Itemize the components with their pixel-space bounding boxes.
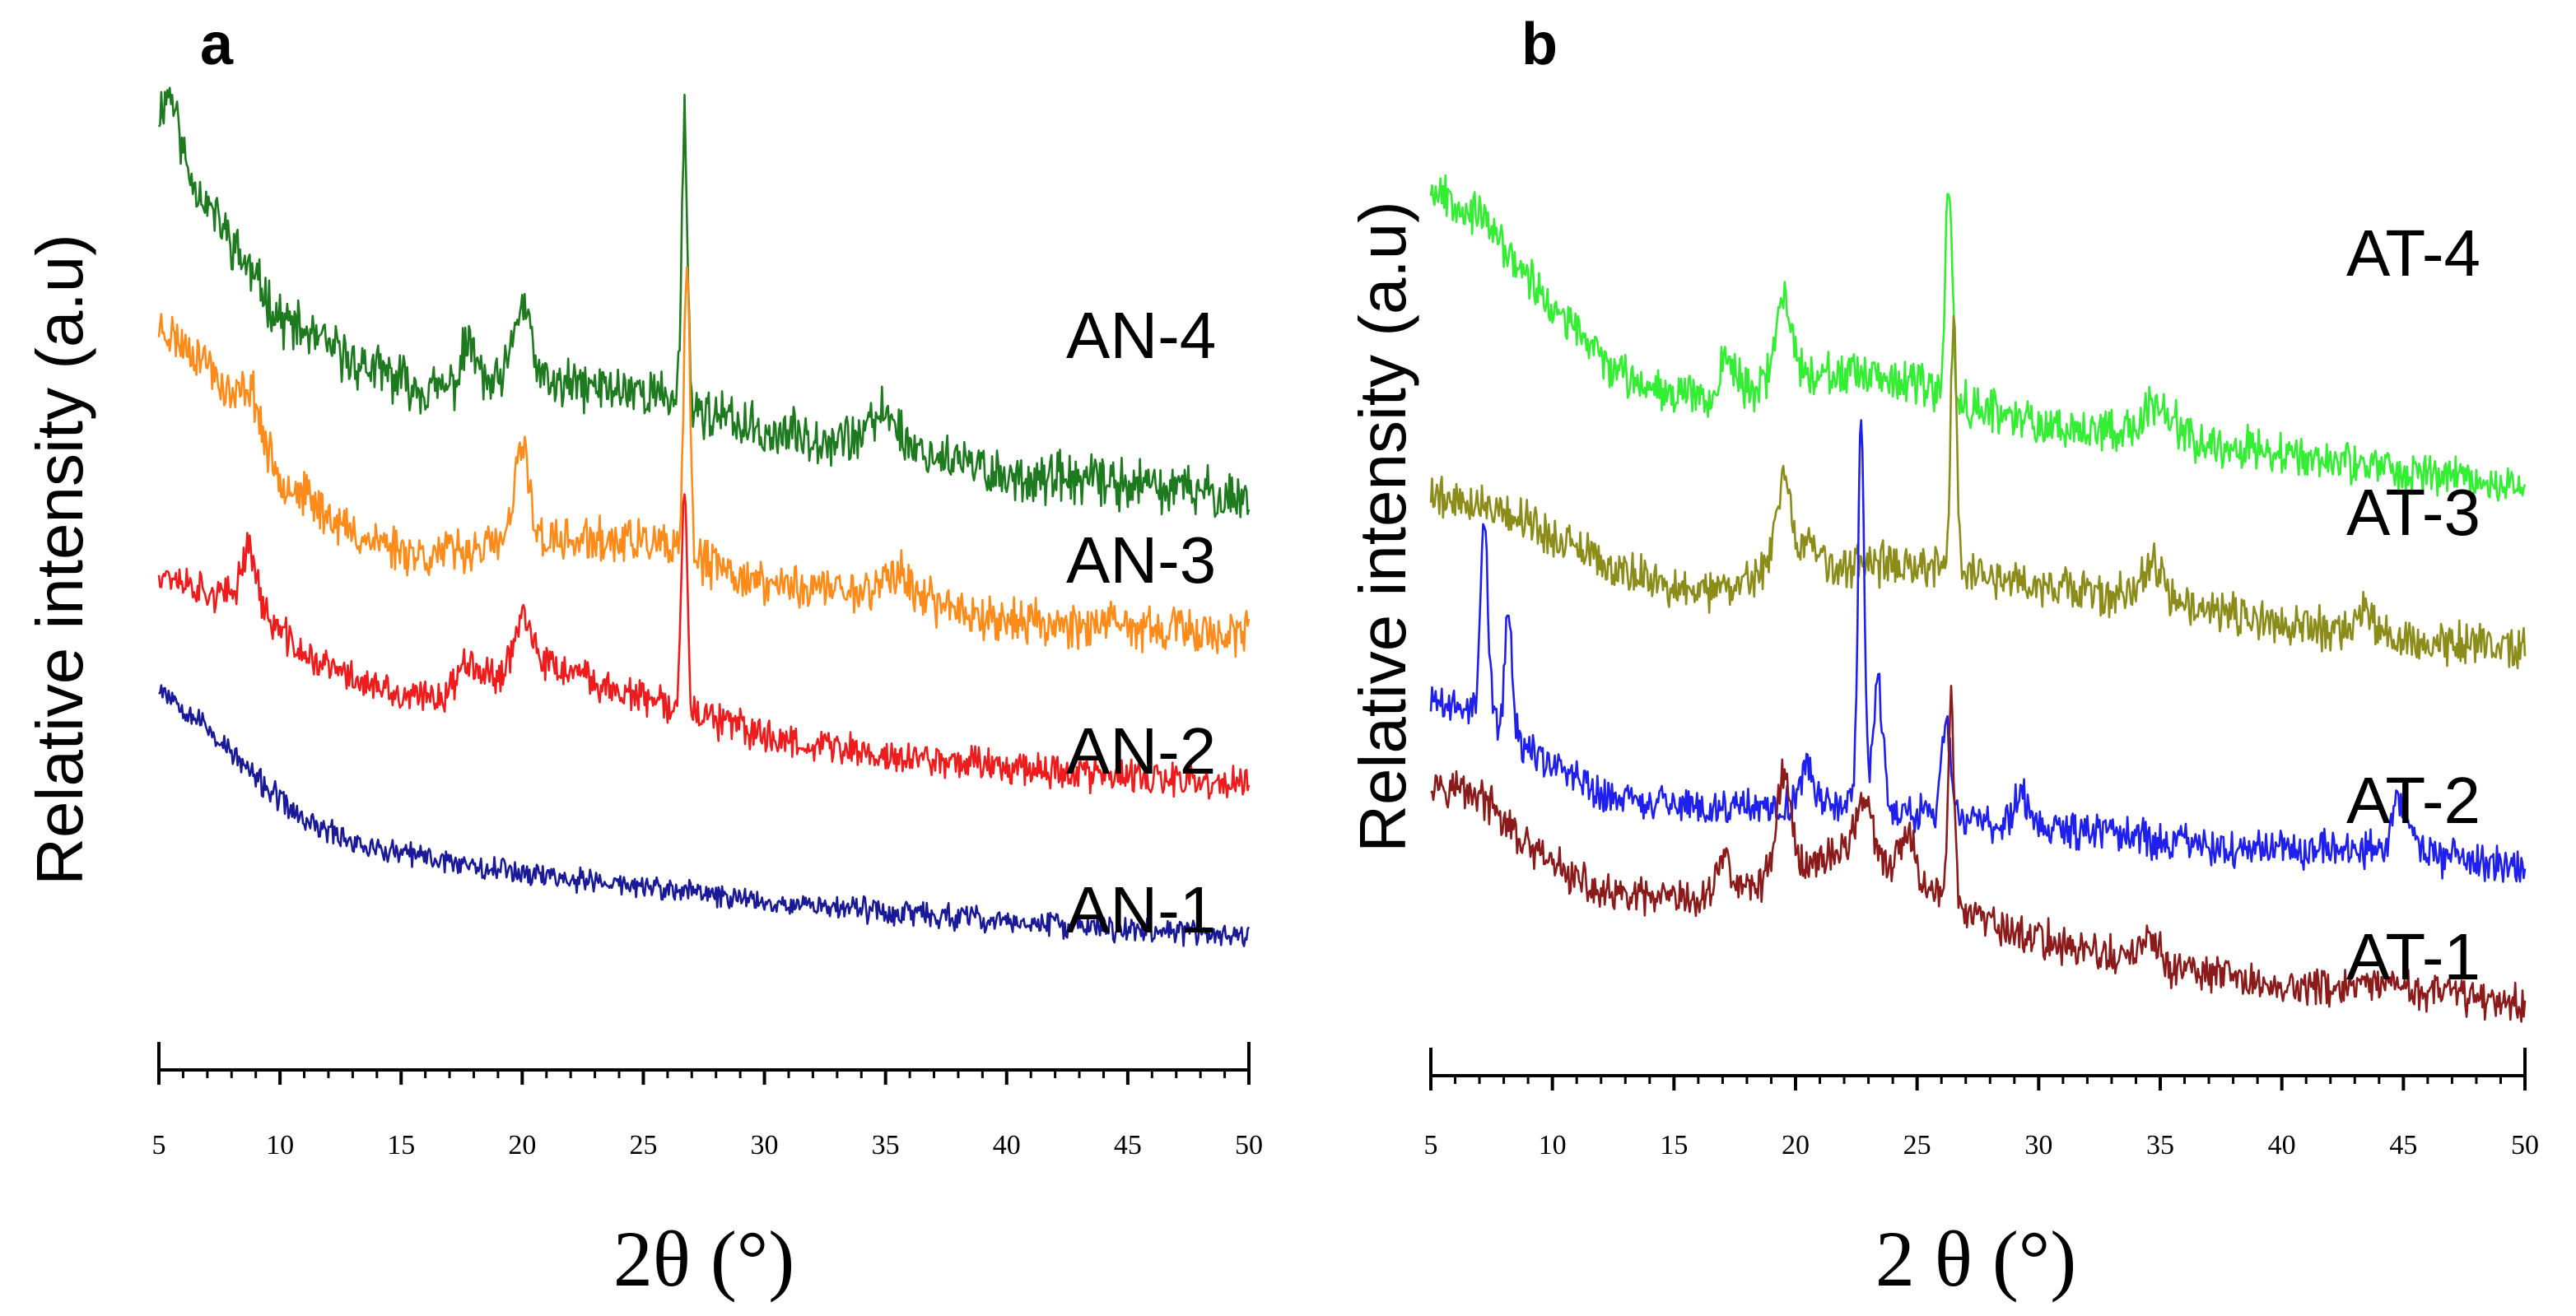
x-tick-label: 30 <box>2024 1130 2052 1160</box>
panel-b-traces <box>1429 174 2527 1023</box>
trace-at-1 <box>1430 685 2527 1023</box>
trace-at-3 <box>1429 314 2527 670</box>
panel-a-y-axis-label: Relative intensity (a.u) <box>23 234 96 885</box>
x-tick-label: 50 <box>2511 1130 2539 1160</box>
x-tick-label: 40 <box>2268 1130 2296 1160</box>
panel-b-y-axis-label: Relative intensity (a.u) <box>1346 201 1419 852</box>
series-label-at-2: AT-2 <box>2346 764 2481 837</box>
x-tick-label: 30 <box>751 1130 779 1160</box>
panel-a-x-axis: 5 10 15 20 25 30 35 40 45 50 <box>152 1042 1263 1160</box>
x-tick-label: 45 <box>1114 1130 1142 1160</box>
panel-b-letter: b <box>1521 12 1558 77</box>
panel-a-letter: a <box>200 12 234 77</box>
panel-a-traces <box>157 86 1251 947</box>
x-tick-label: 50 <box>1235 1130 1263 1160</box>
trace-an-2 <box>157 493 1251 800</box>
panel-b: b Relative intensity (a.u) 2 θ (°) 5 10 15… <box>1346 12 2539 1303</box>
trace-an-1 <box>158 684 1251 947</box>
x-tick-label: 5 <box>152 1130 166 1160</box>
x-tick-label: 35 <box>2146 1130 2174 1160</box>
x-tick-label: 5 <box>1424 1130 1438 1160</box>
x-tick-label: 45 <box>2389 1130 2417 1160</box>
series-label-an-3: AN-3 <box>1066 523 1216 597</box>
x-tick-label: 20 <box>1782 1130 1810 1160</box>
series-label-an-4: AN-4 <box>1066 299 1216 372</box>
x-tick-label: 20 <box>508 1130 536 1160</box>
panel-a: a Relative intensity (a.u) 2θ (°) 5 10 15 2… <box>23 12 1263 1303</box>
panel-b-x-axis-label: 2 θ (°) <box>1875 1215 2076 1303</box>
trace-an-3 <box>157 266 1251 658</box>
panel-b-x-axis: 5 10 15 20 25 30 35 40 45 50 <box>1424 1048 2539 1160</box>
x-tick-label: 35 <box>872 1130 900 1160</box>
x-tick-label: 15 <box>387 1130 415 1160</box>
series-label-at-3: AT-3 <box>2346 476 2481 549</box>
x-tick-label: 15 <box>1660 1130 1688 1160</box>
x-tick-label: 25 <box>629 1130 657 1160</box>
series-label-an-1: AN-1 <box>1066 873 1216 946</box>
x-tick-label: 25 <box>1903 1130 1931 1160</box>
trace-an-4 <box>157 86 1251 518</box>
trace-at-4 <box>1429 174 2527 502</box>
series-label-an-2: AN-2 <box>1066 714 1216 788</box>
panel-a-x-axis-label: 2θ (°) <box>613 1215 794 1303</box>
trace-at-2 <box>1429 419 2527 883</box>
series-label-at-1: AT-1 <box>2346 920 2481 993</box>
x-tick-label: 10 <box>1539 1130 1567 1160</box>
x-tick-label: 40 <box>993 1130 1021 1160</box>
x-tick-label: 10 <box>266 1130 294 1160</box>
series-label-at-4: AT-4 <box>2346 216 2481 290</box>
